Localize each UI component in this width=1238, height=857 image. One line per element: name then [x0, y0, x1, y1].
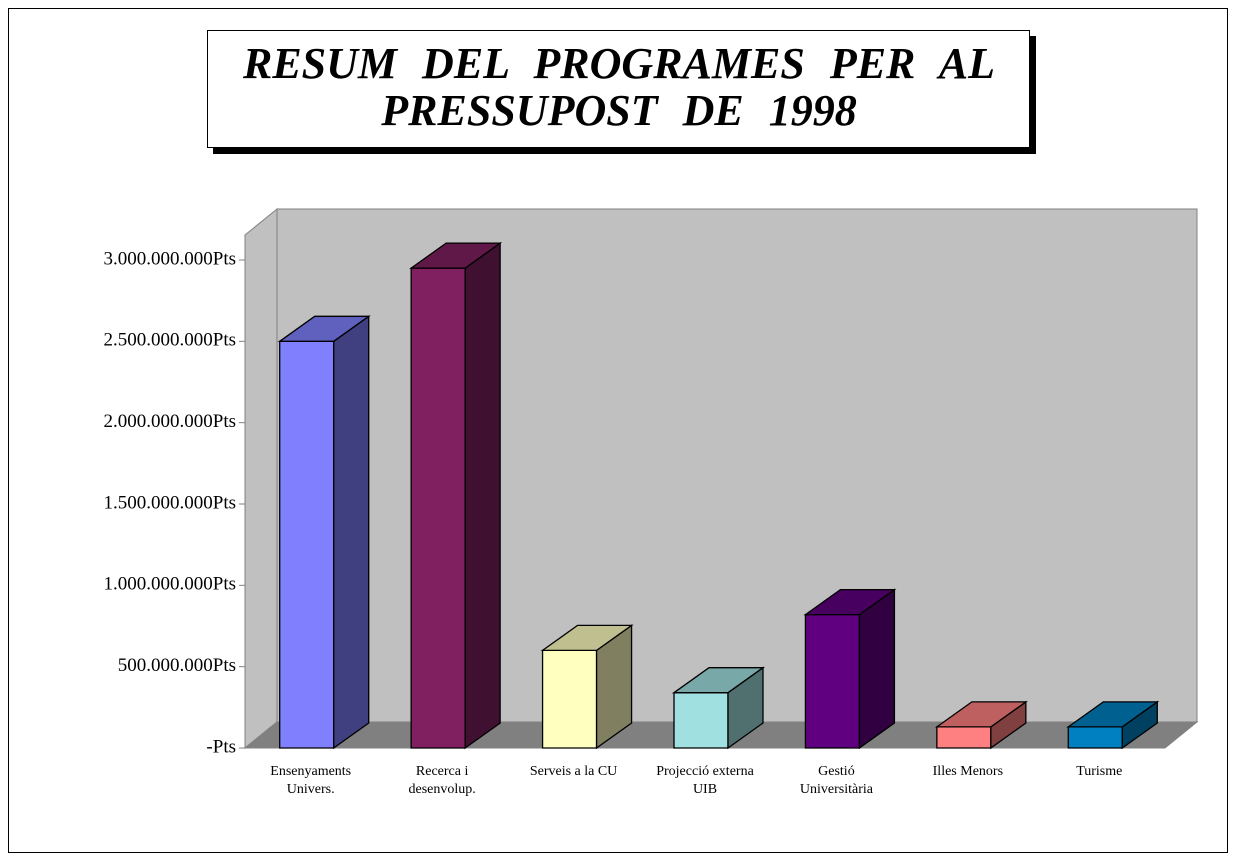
x-tick-label: Turisme	[1076, 764, 1123, 779]
bar-front	[279, 340, 335, 749]
bar-front	[541, 649, 598, 749]
bar-top	[803, 588, 897, 616]
y-tick-label: 2.500.000.000Pts	[104, 330, 237, 351]
bar-side	[333, 315, 370, 750]
bar-front	[673, 692, 729, 749]
chart-frame	[8, 8, 1228, 853]
bar-front	[804, 613, 861, 749]
bar-side	[464, 241, 501, 750]
bar-front	[410, 267, 466, 749]
x-tick-label: Gestió Universitària	[799, 764, 873, 797]
bar-top	[540, 624, 634, 652]
bar	[934, 700, 1028, 750]
bar	[277, 315, 371, 750]
x-tick-label: Ensenyaments Univers.	[270, 764, 352, 797]
y-tick-label: 1.500.000.000Pts	[104, 492, 237, 513]
y-tick-label: 500.000.000Pts	[118, 655, 236, 676]
y-tick-label: 3.000.000.000Pts	[104, 248, 237, 269]
x-tick-label: Serveis a la CU	[529, 764, 618, 779]
x-tick-label: Recerca i desenvolup.	[408, 764, 476, 797]
bar-top	[1066, 701, 1160, 728]
y-tick-label: 2.000.000.000Pts	[104, 411, 237, 432]
bar	[409, 241, 503, 750]
bar	[1066, 700, 1160, 750]
bar-top	[934, 701, 1028, 728]
bar-front	[1067, 726, 1123, 749]
chart-title: RESUM DEL PROGRAMES PER AL PRESSUPOST DE…	[242, 39, 995, 135]
bar	[540, 624, 634, 750]
bar-top	[671, 667, 766, 694]
bar	[671, 666, 766, 750]
x-tick-label: Projecció externa UIB	[656, 764, 754, 797]
bar-front	[936, 726, 992, 749]
title-box	[207, 30, 1030, 148]
y-tick-label: -Pts	[206, 736, 236, 757]
bar-top	[277, 315, 371, 342]
bar	[803, 588, 897, 750]
x-tick-label: Illes Menors	[932, 764, 1004, 779]
side-wall	[244, 207, 278, 750]
bar-top	[409, 242, 503, 269]
bar-side	[858, 588, 896, 750]
y-tick-label: 1.000.000.000Pts	[104, 574, 237, 595]
